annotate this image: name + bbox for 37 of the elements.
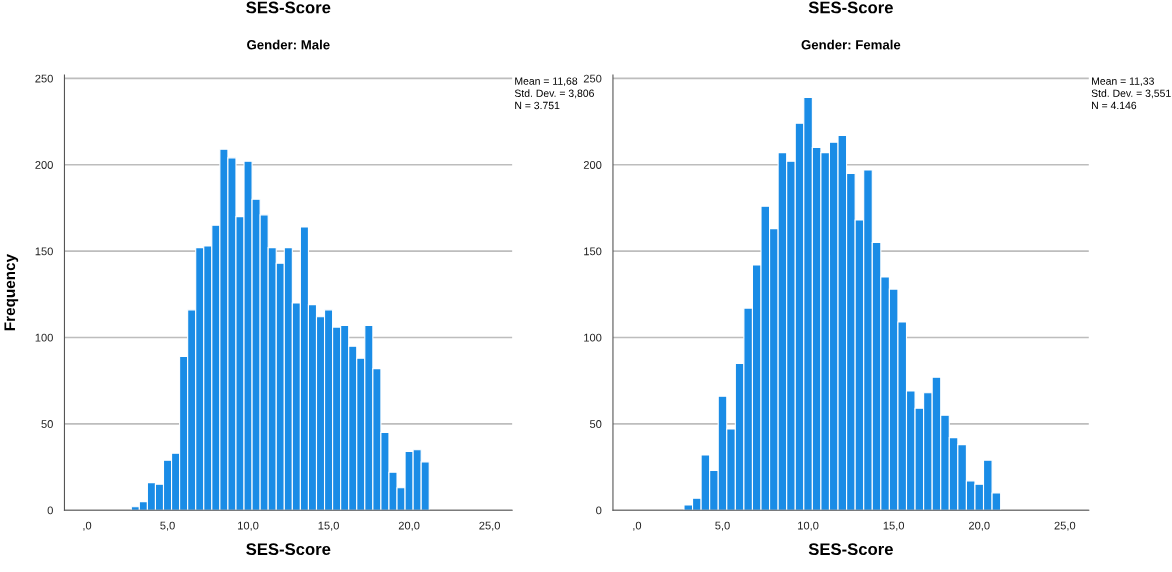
x-tick-label: 5,0 bbox=[160, 521, 175, 531]
y-tick-label: 200 bbox=[583, 161, 602, 169]
x-tick-label: ,0 bbox=[83, 521, 92, 531]
x-tick-label: 25,0 bbox=[479, 521, 500, 531]
x-tick-label: 25,0 bbox=[1054, 521, 1076, 531]
chart-title: SES-Score bbox=[246, 1, 331, 14]
x-axis-title: SES-Score bbox=[246, 543, 331, 556]
y-tick-label: 200 bbox=[35, 161, 53, 169]
y-tick-label: 250 bbox=[583, 74, 602, 83]
x-tick-label: 20,0 bbox=[398, 521, 420, 531]
y-tick-label: 50 bbox=[41, 420, 53, 428]
y-tick-label: 50 bbox=[589, 420, 602, 428]
y-axis-title: Frequency bbox=[4, 254, 19, 331]
y-tick-label: 0 bbox=[47, 506, 53, 515]
x-tick-label: 10,0 bbox=[798, 521, 819, 531]
y-tick-label: 100 bbox=[35, 333, 53, 342]
y-tick-label: 150 bbox=[35, 247, 53, 256]
text: Mean = 11,68 bbox=[515, 77, 578, 86]
x-tick-label: 5,0 bbox=[715, 521, 730, 531]
text: N = 4.146 bbox=[1092, 101, 1137, 110]
x-tick-label: 10,0 bbox=[238, 521, 259, 531]
x-tick-label: 15,0 bbox=[883, 521, 905, 531]
x-tick-label: 20,0 bbox=[968, 521, 990, 531]
text: Std. Dev. = 3,806 bbox=[514, 89, 594, 99]
text: Std. Dev. = 3,551 bbox=[1091, 89, 1171, 99]
x-tick-label: ,0 bbox=[633, 521, 642, 531]
y-tick-label: 250 bbox=[35, 74, 53, 83]
x-tick-label: 15,0 bbox=[318, 521, 339, 531]
y-tick-label: 150 bbox=[584, 247, 602, 256]
text: N = 3.751 bbox=[515, 101, 560, 110]
x-axis-title: SES-Score bbox=[808, 543, 893, 556]
chart-title: SES-Score bbox=[808, 1, 893, 14]
y-tick-label: 100 bbox=[584, 333, 602, 342]
y-tick-label: 0 bbox=[596, 506, 602, 515]
chart-subtitle: Gender: Male bbox=[247, 39, 330, 50]
chart-subtitle: Gender: Female bbox=[801, 39, 901, 50]
text: Mean = 11,33 bbox=[1092, 77, 1154, 86]
